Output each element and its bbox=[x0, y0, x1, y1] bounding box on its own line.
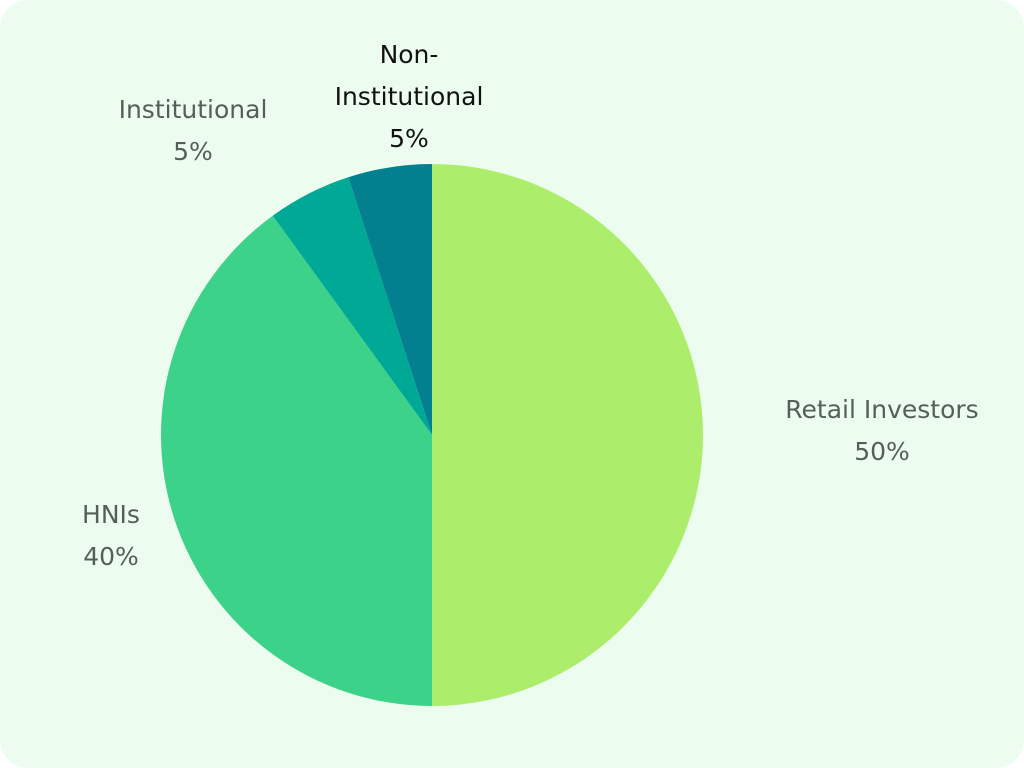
value-label: 5% bbox=[173, 137, 213, 166]
category-label: Retail Investors bbox=[785, 395, 979, 424]
pie-slice bbox=[160, 215, 432, 706]
slice-label: Non-Institutional 5% bbox=[314, 34, 504, 160]
pie-slice bbox=[272, 177, 432, 436]
slice-label: HNIs 40% bbox=[51, 494, 171, 578]
pie-slice bbox=[432, 164, 703, 706]
category-label: HNIs bbox=[82, 500, 140, 529]
slice-label: Retail Investors 50% bbox=[752, 389, 1012, 473]
pie-slice bbox=[348, 164, 432, 435]
value-label: 5% bbox=[389, 124, 429, 153]
value-label: 50% bbox=[854, 437, 910, 466]
category-label: Non-Institutional bbox=[334, 40, 484, 111]
category-label: Institutional bbox=[118, 95, 268, 124]
value-label: 40% bbox=[83, 542, 139, 571]
slice-label: Institutional 5% bbox=[93, 89, 293, 173]
